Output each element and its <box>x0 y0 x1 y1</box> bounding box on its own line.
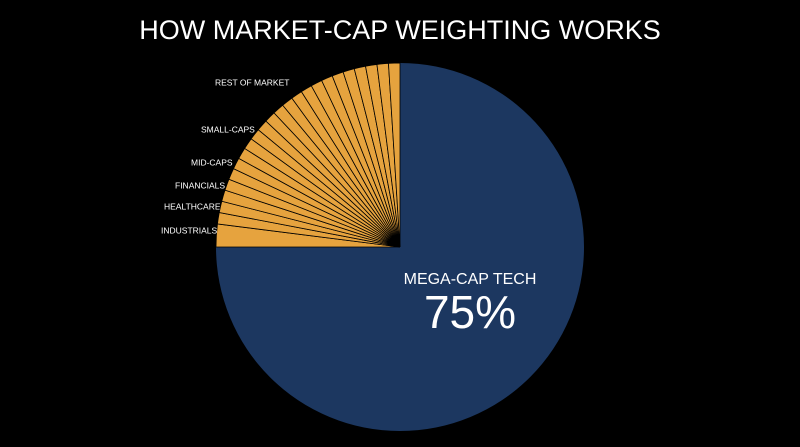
slice-label: MID-CAPS <box>191 157 233 167</box>
value-label: 75% <box>424 286 516 338</box>
slice-label: HEALTHCARE <box>164 201 221 211</box>
slice-label: SMALL-CAPS <box>201 124 255 134</box>
slice-label: MEGA-CAP TECH <box>404 271 537 288</box>
slice-label: INDUSTRIALS <box>161 225 218 235</box>
slice-label: REST OF MARKET <box>215 77 289 87</box>
chart-title: HOW MARKET-CAP WEIGHTING WORKS <box>139 15 661 45</box>
slice-label: FINANCIALS <box>175 180 225 190</box>
pie-slice <box>388 62 401 248</box>
